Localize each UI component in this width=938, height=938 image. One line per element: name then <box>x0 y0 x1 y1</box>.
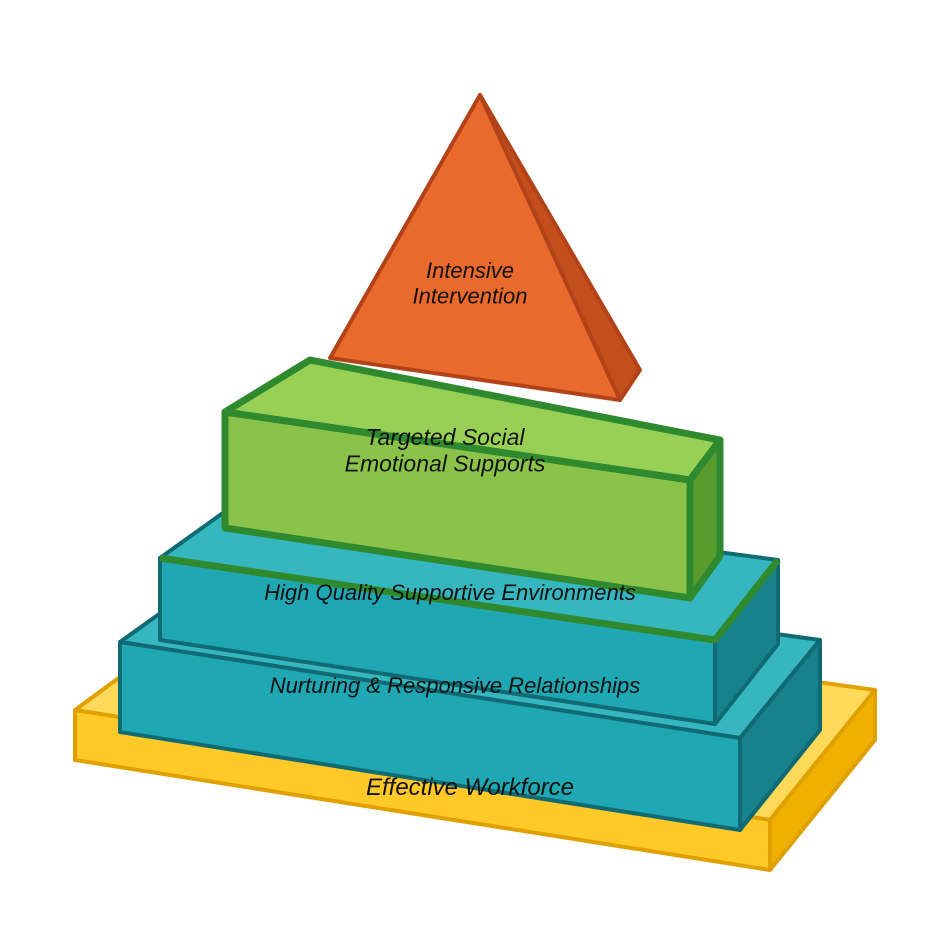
label-tier2: High Quality Supportive Environments <box>264 580 636 605</box>
label-tier1: Nurturing & Responsive Relationships <box>270 673 641 698</box>
front-tier4_apex <box>330 95 620 400</box>
label-tier4_apex: IntensiveIntervention <box>413 258 528 308</box>
pyramid-diagram: Effective Workforce Nurturing & Responsiv… <box>0 0 938 938</box>
label-base: Effective Workforce <box>366 774 574 801</box>
label-tier3: Targeted SocialEmotional Supports <box>345 424 546 476</box>
